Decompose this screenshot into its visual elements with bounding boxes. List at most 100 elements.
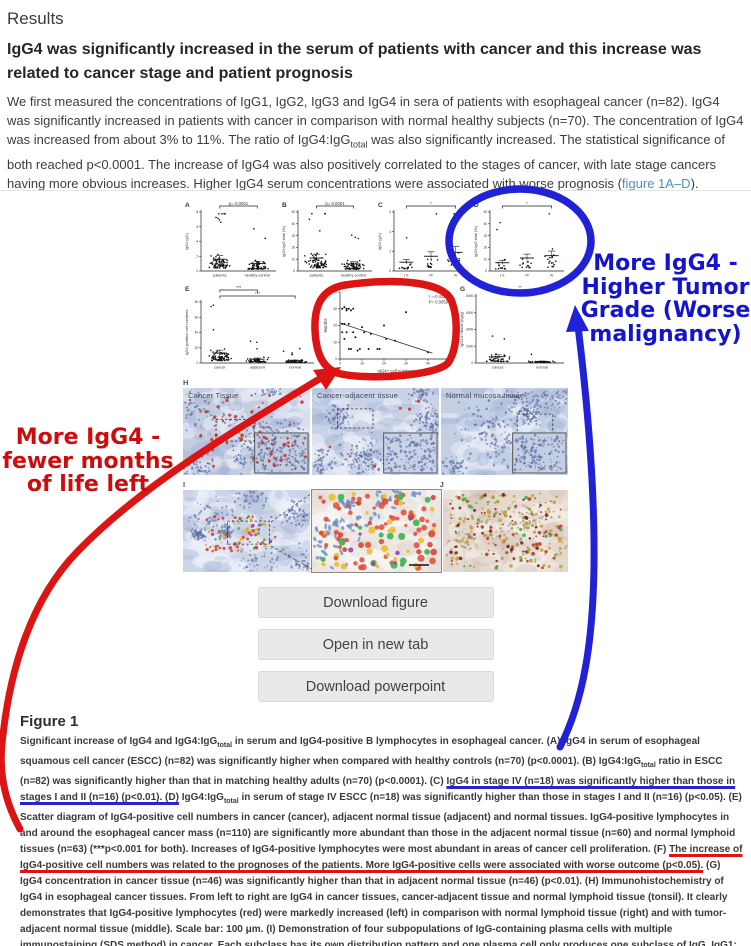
svg-text:patients: patients: [310, 273, 324, 278]
svg-text:*: *: [526, 201, 528, 206]
histology-image-adjacent: [299, 379, 446, 484]
figure-row-H: Cancer Tissue Cancer-adjacent tissue Nor…: [173, 377, 581, 484]
svg-text:10: 10: [360, 362, 364, 366]
figure-actions: Download figure Open in new tab Download…: [257, 587, 494, 702]
panel-letter-spacer: [311, 480, 437, 490]
svg-text:80: 80: [195, 300, 199, 304]
panel-letter-row-H: H: [183, 378, 568, 388]
svg-text:IgG4:IgG total (%): IgG4:IgG total (%): [473, 225, 478, 257]
svg-text:4: 4: [389, 230, 391, 234]
svg-text:60: 60: [195, 315, 199, 319]
svg-text:8000: 8000: [466, 294, 473, 298]
figure-row-EFG: 0 20 40 60 80 E IgG4 positive cell numbers canc…: [183, 283, 568, 375]
svg-text:p= 0.0001: p= 0.0001: [229, 201, 249, 206]
svg-text:IgG4 in tissue (ng/g): IgG4 in tissue (ng/g): [459, 311, 464, 347]
figure-panel-E: 0 20 40 60 80 E IgG4 positive cell numbers canc…: [183, 283, 318, 375]
subsection-title: IgG4 was significantly increased in the …: [7, 41, 702, 82]
svg-text:C: C: [378, 202, 383, 209]
svg-text:III: III: [429, 273, 432, 278]
histology-cancer-adjacent-tissue: Cancer-adjacent tissue: [299, 379, 446, 484]
svg-text:p= 0.0001: p= 0.0001: [325, 201, 345, 206]
svg-text:40: 40: [195, 331, 199, 335]
svg-text:adjacent: adjacent: [250, 365, 266, 370]
svg-text:6000: 6000: [466, 311, 473, 315]
svg-text:normal: normal: [289, 365, 301, 370]
svg-text:0: 0: [335, 357, 337, 361]
histology-image-normal: [431, 377, 581, 484]
svg-text:***: ***: [255, 291, 260, 296]
svg-text:20: 20: [292, 246, 296, 250]
svg-text:10: 10: [333, 340, 337, 344]
figure-link[interactable]: figure 1A–D: [621, 175, 691, 191]
immunostain-overview: [170, 481, 324, 582]
svg-text:4: 4: [196, 240, 198, 244]
figure-caption: Figure 1 Significant increase of IgG4 an…: [20, 713, 745, 946]
svg-text:4000: 4000: [466, 328, 473, 332]
panel-letter-H: H: [183, 378, 189, 387]
svg-text:0: 0: [471, 361, 473, 365]
svg-text:50: 50: [484, 210, 488, 214]
svg-text:IV: IV: [550, 273, 554, 278]
svg-text:40: 40: [484, 222, 488, 226]
svg-text:30: 30: [333, 307, 337, 311]
svg-text:0: 0: [196, 269, 198, 273]
svg-text:0: 0: [196, 361, 198, 365]
svg-text:r =-0.4132: r =-0.4132: [429, 294, 449, 299]
svg-text:IgG4 (g/L): IgG4 (g/L): [377, 232, 382, 250]
download-powerpoint-button[interactable]: Download powerpoint: [257, 671, 494, 702]
svg-text:40: 40: [333, 290, 337, 294]
figure-panel-D: 0 10 20 30 40 50 D IgG4:IgG total (%) I II III IV *: [472, 199, 568, 283]
figure-caption-text: Significant increase of IgG4 and IgG4:Ig…: [20, 736, 743, 946]
svg-text:cancer: cancer: [492, 365, 504, 370]
figure-row-IJ: [170, 481, 574, 582]
svg-text:IgG4 positive cell numbers: IgG4 positive cell numbers: [184, 310, 189, 356]
svg-text:10: 10: [484, 257, 488, 261]
histology-label-normal: Normal mucosa tissue: [446, 391, 525, 400]
figure-caption-title: Figure 1: [20, 713, 79, 730]
svg-text:30: 30: [404, 362, 408, 366]
histology-normal-mucosa-tissue: Normal mucosa tissue: [431, 377, 581, 484]
svg-text:IgG4:IgG total (%): IgG4:IgG total (%): [281, 225, 286, 257]
section-title: Results: [7, 9, 64, 28]
svg-text:0: 0: [389, 269, 391, 273]
svg-text:P= 0.0059: P= 0.0059: [429, 300, 449, 305]
caption-underline-red: The increase of IgG4-positive cell numbe…: [20, 844, 743, 871]
svg-text:8: 8: [196, 210, 198, 214]
svg-text:40: 40: [426, 362, 430, 366]
svg-text:2000: 2000: [466, 344, 473, 348]
section-divider: [0, 190, 751, 191]
svg-text:20: 20: [333, 324, 337, 328]
svg-text:G: G: [460, 286, 465, 293]
open-in-new-tab-button[interactable]: Open in new tab: [257, 629, 494, 660]
svg-text:III: III: [525, 273, 528, 278]
svg-text:0: 0: [293, 269, 295, 273]
figure-panel-B: 0 10 20 30 40 50 B IgG4:IgG total (%) patients he…: [280, 199, 376, 283]
results-paragraph: We first measured the concentrations of …: [7, 94, 744, 191]
svg-text:40: 40: [292, 222, 296, 226]
svg-text:healthy control: healthy control: [245, 273, 270, 278]
histology-label-adjacent: Cancer-adjacent tissue: [317, 391, 399, 400]
panel-letter-J: J: [439, 480, 444, 489]
svg-text:50: 50: [292, 210, 296, 214]
svg-text:B: B: [282, 202, 287, 209]
svg-text:0: 0: [485, 269, 487, 273]
svg-text:healthy control: healthy control: [341, 273, 366, 278]
histology-label-cancer: Cancer Tissue: [188, 391, 239, 400]
download-figure-button[interactable]: Download figure: [257, 587, 494, 618]
svg-text:30: 30: [484, 234, 488, 238]
figure-image[interactable]: 0 2 4 6 8 A IgG4 (g/L) patients healthy control p…: [170, 199, 581, 582]
svg-text:50: 50: [448, 362, 452, 366]
svg-text:A: A: [185, 202, 190, 209]
figure-block: 0 2 4 6 8 A IgG4 (g/L) patients healthy control p…: [0, 190, 751, 946]
svg-text:0: 0: [339, 362, 341, 366]
svg-text:IgG4+ cell number: IgG4+ cell number: [377, 369, 413, 374]
immunostain-zoom: [304, 484, 451, 581]
svg-text:2: 2: [389, 250, 391, 254]
histology-cancer-tissue: Cancer Tissue: [173, 381, 324, 482]
svg-text:Months: Months: [323, 318, 328, 332]
figure-row-ABCD: 0 2 4 6 8 A IgG4 (g/L) patients healthy control p…: [183, 199, 568, 283]
panel-letter-row-IJ: I J: [183, 480, 568, 490]
svg-text:IV: IV: [454, 273, 458, 278]
svg-text:IgG4 (g/L): IgG4 (g/L): [184, 232, 189, 250]
